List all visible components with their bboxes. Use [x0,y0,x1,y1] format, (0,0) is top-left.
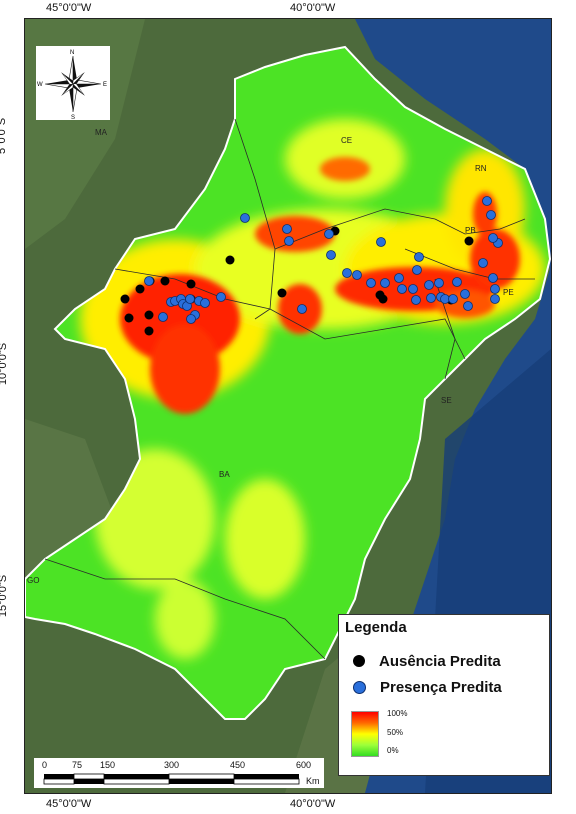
presence-point [434,278,444,288]
presence-point [380,278,390,288]
gradient-label-mid: 50% [387,728,404,737]
scale-tick-75: 75 [72,760,83,770]
presence-point [478,258,488,268]
gradient-label-high: 100% [387,709,408,718]
suitability-gradient-bar [351,711,379,757]
compass-e: E [103,82,107,88]
presence-point [185,294,195,304]
presence-point [490,284,500,294]
presence-point [342,268,352,278]
compass-n: N [70,50,74,56]
lon-label-left-top: 45°0'0"W [46,2,92,14]
legend-presence-label: Presença Predita [380,679,502,696]
lon-label-right-bottom: 40°0'0"W [290,798,336,810]
absence-point [186,279,196,289]
legend: Legenda Ausência Predita Presença Predit… [338,614,550,776]
presence-point [297,304,307,314]
compass-w: W [37,82,43,88]
presence-point [240,213,250,223]
presence-point [216,292,226,302]
presence-point [186,314,196,324]
scale-tick-600: 600 [296,760,312,770]
absence-point [277,288,287,298]
presence-point [424,280,434,290]
absence-point [464,236,474,246]
absence-point [144,326,154,336]
presence-point [282,224,292,234]
lat-label-15-left: 15°0'0"S [0,574,10,618]
absence-point [378,294,388,304]
compass-rose: N S E W [36,46,110,121]
presence-point [397,284,407,294]
occurrence-points [120,196,503,336]
scale-bar-graphic [43,773,300,785]
presence-point [144,276,154,286]
lat-label-5-left: 5°0'0"S [0,117,9,155]
scale-tick-450: 450 [230,760,246,770]
region-outline [25,45,551,720]
presence-point [463,301,473,311]
absence-point [225,255,235,265]
presence-point [488,233,498,243]
scale-bar: 0 75 150 300 450 600 Km [34,758,324,788]
state-label-ba: BA [219,470,230,479]
scale-unit: Km [306,776,320,786]
absence-point [144,310,154,320]
presence-point [490,294,500,304]
legend-title: Legenda [345,619,407,636]
state-label-go: GO [27,576,39,585]
scale-tick-300: 300 [164,760,180,770]
presence-point [426,293,436,303]
presence-point [200,298,210,308]
scale-tick-0: 0 [42,760,48,770]
legend-absence-label: Ausência Predita [379,653,501,670]
presence-point [482,196,492,206]
gradient-label-low: 0% [387,746,399,755]
absence-dot-icon [353,655,365,668]
presence-point [394,273,404,283]
presence-point [412,265,422,275]
absence-point [124,313,134,323]
presence-point [158,312,168,322]
compass-icon: N S E W [37,50,107,121]
presence-dot-icon [353,680,366,694]
state-label-se: SE [441,396,452,405]
presence-point [408,284,418,294]
presence-point [366,278,376,288]
presence-point [284,236,294,246]
presence-point [411,295,421,305]
absence-point [135,284,145,294]
state-label-pb: PB [465,226,476,235]
presence-point [488,273,498,283]
presence-point [324,229,334,239]
lon-label-right-top: 40°0'0"W [290,2,336,14]
presence-point [486,210,496,220]
state-label-rn: RN [475,164,487,173]
absence-point [160,276,170,286]
state-label-pe: PE [503,288,514,297]
legend-absence-row: Ausência Predita [353,653,501,670]
legend-presence-row: Presença Predita [353,679,502,696]
lon-label-left-bottom: 45°0'0"W [46,798,92,810]
presence-point [460,289,470,299]
presence-point [414,252,424,262]
absence-point [120,294,130,304]
map-frame: MA CE RN PB PE SE BA GO [24,18,552,794]
presence-point [452,277,462,287]
scale-tick-150: 150 [100,760,116,770]
state-label-ce: CE [341,136,352,145]
lat-label-10-left: 10°0'0"S [0,342,10,386]
state-label-ma: MA [95,128,108,137]
presence-point [376,237,386,247]
map-canvas: MA CE RN PB PE SE BA GO [25,19,551,793]
presence-point [352,270,362,280]
presence-point [448,294,458,304]
presence-point [326,250,336,260]
compass-s: S [71,115,75,120]
